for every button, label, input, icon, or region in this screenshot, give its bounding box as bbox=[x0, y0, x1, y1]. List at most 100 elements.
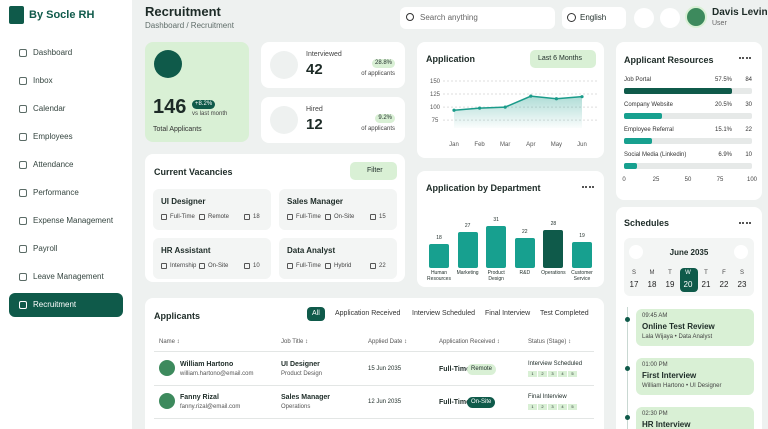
breadcrumb: Dashboard / Recruitment bbox=[145, 21, 234, 30]
date[interactable]: 23 bbox=[737, 280, 747, 289]
job-card[interactable]: UI Designer Full-Time Remote 18 bbox=[153, 189, 271, 230]
stage: 4 bbox=[558, 404, 567, 410]
user-name: Davis Levin bbox=[712, 7, 768, 18]
line-area bbox=[454, 96, 582, 128]
nav-item[interactable]: Leave Management bbox=[33, 272, 104, 281]
x-tick-label: R&D bbox=[519, 270, 531, 276]
date[interactable]: 22 bbox=[719, 280, 729, 289]
total-value: 146 bbox=[153, 96, 187, 118]
nav-item[interactable]: Attendance bbox=[33, 160, 74, 169]
stage: 2 bbox=[538, 371, 547, 377]
work-mode: Remote bbox=[467, 364, 497, 375]
stat-note: of applicants bbox=[361, 126, 395, 132]
nav-icon bbox=[19, 161, 27, 169]
x-tick-label: Jan bbox=[449, 142, 459, 148]
nav-item[interactable]: Dashboard bbox=[33, 48, 73, 57]
resource-count: 30 bbox=[745, 102, 752, 108]
interviewed-card: Interviewed 42 28.8% of applicants bbox=[261, 42, 405, 88]
column-header: Name ↕ bbox=[159, 339, 180, 345]
bar bbox=[457, 231, 478, 268]
y-tick-label: 125 bbox=[430, 92, 441, 98]
job-card[interactable]: Data Analyst Full-Time Hybrid 22 bbox=[279, 238, 397, 279]
timeline-dot bbox=[625, 317, 630, 322]
stat-share: 9.2% bbox=[375, 114, 395, 123]
x-tick-label: Human Resources bbox=[427, 270, 451, 282]
more-btn[interactable] bbox=[739, 222, 751, 224]
date-selected bbox=[680, 268, 698, 292]
stage: 3 bbox=[548, 404, 557, 410]
job-title: UI Designer bbox=[281, 361, 320, 368]
nav-item[interactable]: Employees bbox=[33, 132, 73, 141]
user-role: User bbox=[712, 20, 727, 27]
tab[interactable]: All bbox=[307, 307, 325, 322]
globe-icon bbox=[567, 13, 576, 22]
more-btn[interactable] bbox=[582, 186, 594, 188]
job-card[interactable]: Sales Manager Full-Time On-Site 15 bbox=[279, 189, 397, 230]
event[interactable]: 09:45 AM Online Test Review Lala Wijaya • … bbox=[636, 309, 754, 346]
filter-btn[interactable]: Filter bbox=[350, 162, 397, 180]
nav-item[interactable]: Payroll bbox=[33, 244, 58, 253]
nav-item[interactable]: Recruitment bbox=[33, 300, 77, 309]
stat-value: 12 bbox=[306, 116, 323, 133]
nav-icon bbox=[19, 105, 27, 113]
nav-item[interactable]: Performance bbox=[33, 188, 79, 197]
point bbox=[452, 108, 456, 112]
bar bbox=[624, 113, 663, 119]
next-btn[interactable] bbox=[734, 245, 748, 259]
total-note: vs last month bbox=[192, 111, 228, 117]
x-tick-label: 0 bbox=[622, 177, 626, 183]
job-title: Sales Manager bbox=[281, 394, 331, 401]
job-card[interactable]: HR Assistant Internship On-Site 10 bbox=[153, 238, 271, 279]
search-box[interactable]: Search anything bbox=[400, 7, 555, 29]
date[interactable]: 19 bbox=[665, 280, 675, 289]
event[interactable]: 01:00 PM First Interview William Hartono •… bbox=[636, 358, 754, 395]
stage: 5 bbox=[568, 404, 577, 410]
nav-icon bbox=[19, 189, 27, 197]
meta-icon bbox=[161, 263, 167, 269]
tab[interactable]: Test Completed bbox=[540, 310, 589, 317]
column-header: Status (Stage) ↕ bbox=[528, 339, 572, 345]
x-tick-label: Apr bbox=[526, 142, 535, 148]
column-header: Applied Date ↕ bbox=[368, 339, 408, 345]
work-mode: On-Site bbox=[467, 397, 496, 408]
tab[interactable]: Final Interview bbox=[485, 310, 531, 317]
point bbox=[554, 97, 558, 101]
vacancies-card: Current Vacancies Filter UI Designer Full-T… bbox=[145, 154, 405, 282]
period-select[interactable]: Last 6 Months bbox=[530, 50, 596, 68]
more-btn[interactable] bbox=[739, 57, 751, 65]
job-title: Data Analyst bbox=[287, 246, 336, 255]
language-label: English bbox=[580, 13, 607, 22]
meta-icon bbox=[199, 263, 205, 269]
tab[interactable]: Interview Scheduled bbox=[412, 310, 476, 317]
language[interactable]: English bbox=[562, 7, 626, 29]
x-tick-label: Feb bbox=[474, 142, 485, 148]
job-title: UI Designer bbox=[161, 197, 206, 206]
y-tick-label: 150 bbox=[430, 79, 441, 85]
settings-btn[interactable] bbox=[634, 8, 654, 28]
meta-icon bbox=[199, 214, 205, 220]
date[interactable]: 18 bbox=[647, 280, 657, 289]
x-tick-label: Mar bbox=[500, 142, 510, 148]
nav-item[interactable]: Inbox bbox=[33, 76, 53, 85]
nav-item[interactable]: Expense Management bbox=[33, 216, 114, 225]
brand: By Socle RH bbox=[29, 9, 95, 21]
date[interactable]: 21 bbox=[701, 280, 711, 289]
row-avatar bbox=[159, 360, 175, 376]
bar-value: 18 bbox=[436, 234, 442, 241]
point bbox=[580, 95, 584, 99]
date[interactable]: 20 bbox=[683, 280, 693, 289]
nav-item[interactable]: Calendar bbox=[33, 104, 66, 113]
card-title: Current Vacancies bbox=[154, 167, 233, 177]
prev-btn[interactable] bbox=[629, 245, 643, 259]
event-time: 02:30 PM bbox=[642, 411, 668, 417]
job-type: Internship bbox=[170, 263, 197, 269]
job-count: 15 bbox=[379, 214, 386, 220]
tab[interactable]: Application Received bbox=[335, 310, 401, 317]
notif-btn[interactable] bbox=[660, 8, 680, 28]
y-tick-label: 75 bbox=[432, 118, 439, 124]
meta-icon bbox=[287, 214, 293, 220]
bar bbox=[486, 226, 507, 268]
date[interactable]: 17 bbox=[629, 280, 639, 289]
event[interactable]: 02:30 PM HR Interview bbox=[636, 407, 754, 429]
